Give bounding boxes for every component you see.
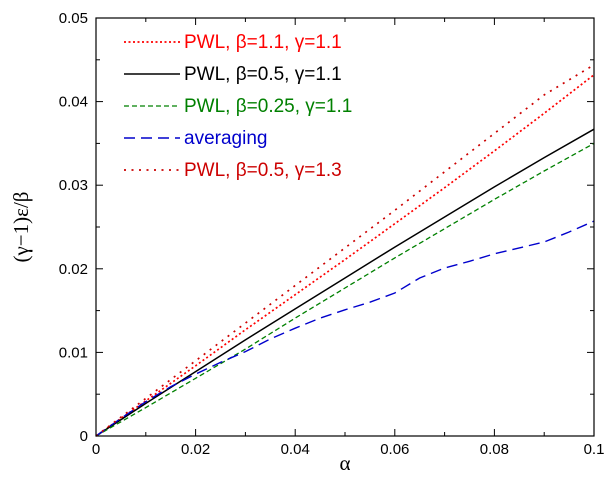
series-lines — [95, 64, 595, 437]
legend-label-3: PWL, β=0.25, γ=1.1 — [184, 96, 352, 117]
x-tick-label: 0.04 — [281, 441, 310, 458]
x-tick-label: 0 — [92, 441, 100, 458]
y-axis-label: (γ−1)ε/β — [9, 192, 33, 263]
x-tick-label: 0.06 — [380, 441, 409, 458]
series-line-3 — [95, 142, 595, 437]
legend: PWL, β=1.1, γ=1.1 PWL, β=0.5, γ=1.1 PWL, β… — [124, 32, 352, 181]
series-line-5 — [95, 64, 595, 437]
y-tick-label: 0.03 — [59, 177, 88, 194]
y-tick-label: 0.04 — [59, 94, 88, 111]
legend-label-1: PWL, β=1.1, γ=1.1 — [184, 32, 342, 53]
legend-label-2: PWL, β=0.5, γ=1.1 — [184, 64, 342, 85]
series-line-1 — [95, 74, 595, 437]
axis-ticks: 0 0.02 0.04 0.06 0.08 0.1 0 0.01 0.02 0.03 0.04 0.0… — [59, 10, 605, 458]
x-tick-label: 0.1 — [584, 441, 605, 458]
x-tick-label: 0.08 — [480, 441, 509, 458]
y-tick-label: 0 — [80, 428, 88, 445]
legend-label-4: averaging — [184, 128, 267, 149]
y-tick-label: 0.02 — [59, 261, 88, 278]
x-axis-label: α — [339, 451, 350, 475]
x-tick-label: 0.02 — [181, 441, 210, 458]
series-line-2 — [95, 128, 595, 437]
plot-frame — [95, 17, 595, 437]
y-tick-label: 0.01 — [59, 344, 88, 361]
series-line-4 — [95, 220, 595, 437]
y-tick-label: 0.05 — [59, 10, 88, 27]
legend-label-5: PWL, β=0.5, γ=1.3 — [184, 160, 342, 181]
